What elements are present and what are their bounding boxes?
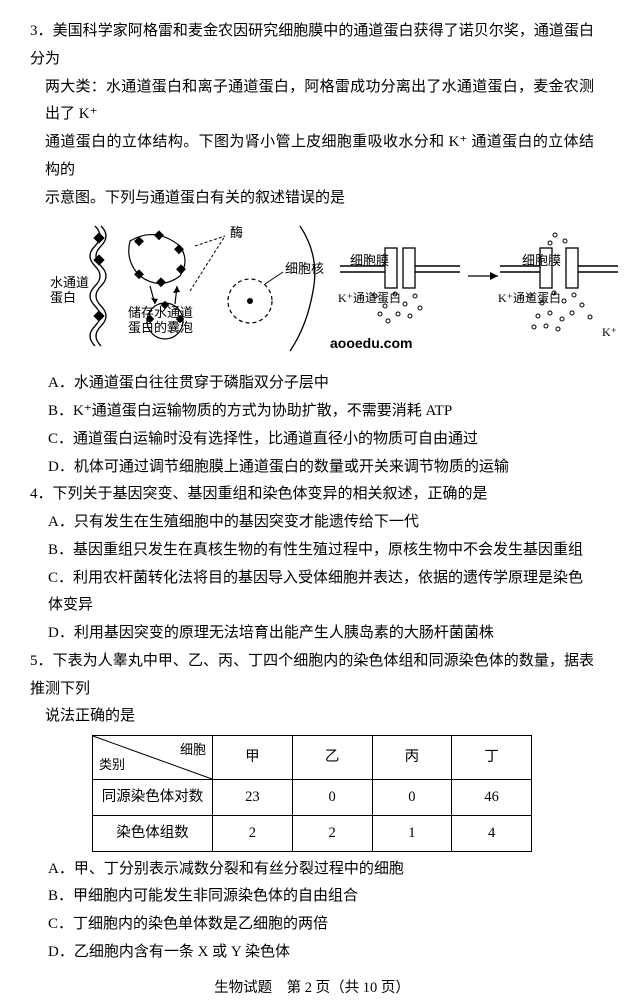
q3-line1: 美国科学家阿格雷和麦金农因研究细胞膜中的通道蛋白获得了诺贝尔奖，通道蛋白分为 <box>30 23 594 67</box>
label-k: K⁺ <box>602 326 617 339</box>
q4-number: 4． <box>30 486 53 502</box>
table-row: 同源染色体对数 23 0 0 46 <box>93 780 532 816</box>
q4-option-b: B．基因重组只发生在真核生物的有性生殖过程中，原核生物中不会发生基因重组 <box>48 537 594 565</box>
label-membrane1: 细胞膜 <box>350 254 389 268</box>
col-head-4: 丁 <box>452 736 532 780</box>
row2-c3: 1 <box>372 815 452 851</box>
q5-option-c: C．丁细胞内的染色单体数是乙细胞的两倍 <box>48 911 594 939</box>
q3-number: 3． <box>30 23 53 39</box>
label-membrane2: 细胞膜 <box>522 254 561 268</box>
q3-option-b: B．K⁺通道蛋白运输物质的方式为协助扩散，不需要消耗 ATP <box>48 398 594 426</box>
row1-label: 同源染色体对数 <box>93 780 213 816</box>
q3-line2: 两大类：水通道蛋白和离子通道蛋白，阿格雷成功分离出了水通道蛋白，麦金农测出了 K… <box>30 74 594 130</box>
table-row: 染色体组数 2 2 1 4 <box>93 815 532 851</box>
page-footer: 生物试题 第 2 页（共 10 页） <box>30 975 594 1001</box>
q3-options: A．水通道蛋白往往贯穿于磷脂双分子层中 B．K⁺通道蛋白运输物质的方式为协助扩散… <box>30 370 594 481</box>
q3-line4: 示意图。下列与通道蛋白有关的叙述错误的是 <box>30 185 594 213</box>
row2-c4: 4 <box>452 815 532 851</box>
diag-header-cell: 细胞 类别 <box>93 736 213 780</box>
q5-option-d: D．乙细胞内含有一条 X 或 Y 染色体 <box>48 939 594 967</box>
q5-option-b: B．甲细胞内可能发生非同源染色体的自由组合 <box>48 883 594 911</box>
q4-option-d: D．利用基因突变的原理无法培育出能产生人胰岛素的大肠杆菌菌株 <box>48 620 594 648</box>
q4-text: 下列关于基因突变、基因重组和染色体变异的相关叙述，正确的是 <box>53 486 488 502</box>
cell-diagram-svg <box>85 216 330 366</box>
q3-option-c: C．通道蛋白运输时没有选择性，比通道直径小的物质可自由通过 <box>48 426 594 454</box>
row2-c2: 2 <box>292 815 372 851</box>
label-k-channel2: K⁺通道蛋白 <box>498 292 561 305</box>
q5-table-wrap: 细胞 类别 甲 乙 丙 丁 同源染色体对数 23 0 0 46 染色体组数 2 … <box>30 735 594 852</box>
label-vesicle-store: 储存水通道 蛋白的囊泡 <box>128 306 193 335</box>
q3-figure: 水通道 蛋白 储存水通道 蛋白的囊泡 酶 细胞核 细胞膜 K⁺通道蛋白 <box>30 216 594 366</box>
col-head-1: 甲 <box>213 736 293 780</box>
q5-option-a: A．甲、丁分别表示减数分裂和有丝分裂过程中的细胞 <box>48 856 594 884</box>
q4-options: A．只有发生在生殖细胞中的基因突变才能遗传给下一代 B．基因重组只发生在真核生物… <box>30 509 594 648</box>
diag-bot-label: 类别 <box>99 753 125 777</box>
q5-stem: 5．下表为人睾丸中甲、乙、丙、丁四个细胞内的染色体组和同源染色体的数量，据表推测… <box>30 648 594 704</box>
watermark-text: aooedu.com <box>330 331 412 357</box>
diag-top-label: 细胞 <box>180 738 206 762</box>
q3-option-d: D．机体可通过调节细胞膜上通道蛋白的数量或开关来调节物质的运输 <box>48 454 594 482</box>
row2-label: 染色体组数 <box>93 815 213 851</box>
q4-option-c: C．利用农杆菌转化法将目的基因导入受体细胞并表达，依据的遗传学原理是染色体变异 <box>48 565 594 621</box>
q3-option-a: A．水通道蛋白往往贯穿于磷脂双分子层中 <box>48 370 594 398</box>
q3-stem: 3．美国科学家阿格雷和麦金农因研究细胞膜中的通道蛋白获得了诺贝尔奖，通道蛋白分为 <box>30 18 594 74</box>
q5-line1: 下表为人睾丸中甲、乙、丙、丁四个细胞内的染色体组和同源染色体的数量，据表推测下列 <box>30 653 594 697</box>
row1-c2: 0 <box>292 780 372 816</box>
label-enzyme: 酶 <box>230 226 243 240</box>
col-head-3: 丙 <box>372 736 452 780</box>
label-water-protein: 水通道 蛋白 <box>50 276 89 305</box>
row2-c1: 2 <box>213 815 293 851</box>
row1-c4: 46 <box>452 780 532 816</box>
row1-c1: 23 <box>213 780 293 816</box>
table-header-row: 细胞 类别 甲 乙 丙 丁 <box>93 736 532 780</box>
q5-table: 细胞 类别 甲 乙 丙 丁 同源染色体对数 23 0 0 46 染色体组数 2 … <box>92 735 532 852</box>
q3-line3: 通道蛋白的立体结构。下图为肾小管上皮细胞重吸收水分和 K⁺ 通道蛋白的立体结构的 <box>30 129 594 185</box>
q5-number: 5． <box>30 653 53 669</box>
q4-option-a: A．只有发生在生殖细胞中的基因突变才能遗传给下一代 <box>48 509 594 537</box>
q5-options: A．甲、丁分别表示减数分裂和有丝分裂过程中的细胞 B．甲细胞内可能发生非同源染色… <box>30 856 594 967</box>
label-nucleus: 细胞核 <box>285 262 324 276</box>
q5-line2: 说法正确的是 <box>30 703 594 731</box>
col-head-2: 乙 <box>292 736 372 780</box>
q4-stem: 4．下列关于基因突变、基因重组和染色体变异的相关叙述，正确的是 <box>30 481 594 509</box>
row1-c3: 0 <box>372 780 452 816</box>
label-k-channel1: K⁺通道蛋白 <box>338 292 401 305</box>
